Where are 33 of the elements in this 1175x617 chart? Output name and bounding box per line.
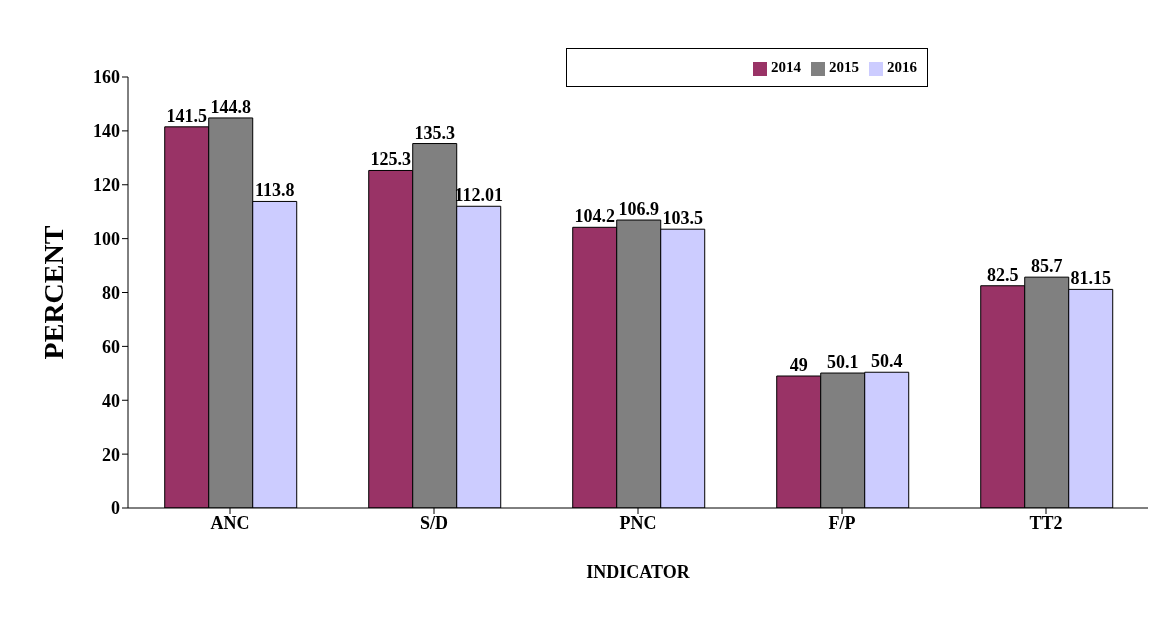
- data-label: 104.2: [574, 206, 615, 227]
- data-label: 103.5: [662, 208, 703, 229]
- y-tick-label: 100: [93, 229, 120, 250]
- x-axis-title: INDICATOR: [586, 562, 691, 582]
- legend-label: 2016: [887, 59, 917, 75]
- data-label: 50.1: [826, 352, 859, 373]
- data-label: 49: [789, 355, 808, 376]
- data-label: 106.9: [618, 199, 659, 220]
- y-tick-label: 160: [93, 67, 120, 88]
- data-label: 82.5: [986, 264, 1019, 285]
- x-tick-label: F/P: [828, 512, 856, 533]
- y-tick-label: 40: [102, 390, 120, 411]
- data-label: 85.7: [1030, 256, 1063, 277]
- y-tick-label: 60: [102, 336, 120, 357]
- x-tick-label: PNC: [619, 512, 657, 533]
- data-label: 125.3: [370, 149, 411, 170]
- data-label: 135.3: [414, 122, 455, 143]
- data-label: 113.8: [254, 180, 295, 201]
- legend-label: 2015: [829, 59, 859, 75]
- y-tick-label: 80: [102, 282, 120, 303]
- y-tick-label: 20: [102, 444, 120, 465]
- legend-label: 2014: [771, 59, 801, 75]
- y-axis-title: PERCENT: [37, 225, 69, 360]
- data-label: 81.15: [1070, 268, 1111, 289]
- x-tick-label: S/D: [419, 512, 449, 533]
- data-label: 144.8: [210, 96, 251, 117]
- data-label: 141.5: [166, 105, 207, 126]
- y-tick-label: 120: [93, 175, 120, 196]
- y-tick-label: 0: [111, 498, 120, 519]
- x-tick-label: TT2: [1029, 512, 1063, 533]
- y-tick-label: 140: [93, 121, 120, 142]
- x-tick-label: ANC: [210, 512, 250, 533]
- data-label: 50.4: [870, 351, 903, 372]
